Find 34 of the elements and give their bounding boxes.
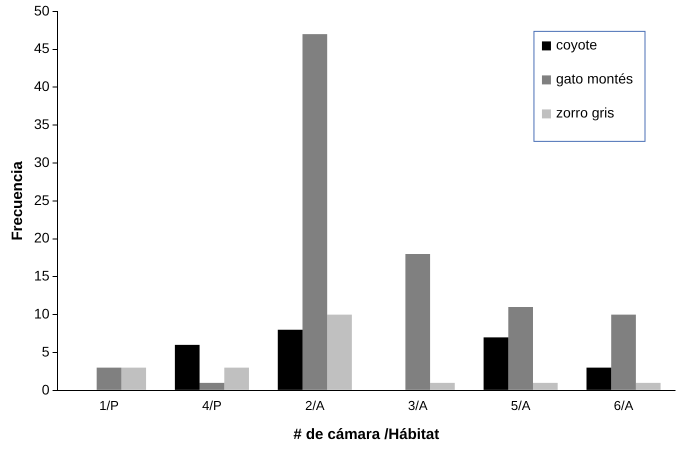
bar (636, 382, 661, 390)
y-tick-label: 25 (34, 192, 50, 208)
legend-label: zorro gris (556, 104, 614, 120)
bar (532, 382, 558, 390)
y-tick-label: 20 (34, 230, 50, 246)
bar (405, 254, 430, 390)
y-tick-label: 35 (34, 116, 50, 132)
y-tick-label: 40 (34, 78, 50, 94)
bar (611, 314, 636, 390)
x-tick-label: 6/A (614, 398, 634, 413)
y-tick-label: 10 (34, 305, 50, 322)
x-tick-label: 2/A (305, 398, 325, 413)
y-axis-title: Frecuencia (9, 160, 26, 241)
bar (508, 307, 533, 390)
x-tick-label: 5/A (510, 398, 531, 413)
y-tick-label: 30 (34, 154, 50, 170)
bar (327, 314, 352, 390)
x-tick-label: 4/P (202, 398, 222, 413)
bar (121, 368, 146, 390)
y-tick-label: 15 (34, 268, 50, 284)
bar (302, 34, 328, 390)
x-tick-label: 3/A (408, 398, 428, 413)
y-tick-label: 50 (34, 2, 50, 18)
legend-label: coyote (556, 36, 598, 52)
x-axis-title: # de cámara /Hábitat (293, 426, 440, 444)
bar (224, 368, 249, 390)
y-tick-label: 5 (42, 343, 50, 360)
bar (200, 382, 224, 390)
y-tick-label: 45 (34, 40, 50, 56)
x-tick-label: 1/P (99, 398, 119, 413)
bar (430, 382, 455, 390)
y-tick-label: 0 (42, 381, 50, 398)
legend-label: gato montés (556, 70, 634, 86)
bar (96, 368, 122, 390)
